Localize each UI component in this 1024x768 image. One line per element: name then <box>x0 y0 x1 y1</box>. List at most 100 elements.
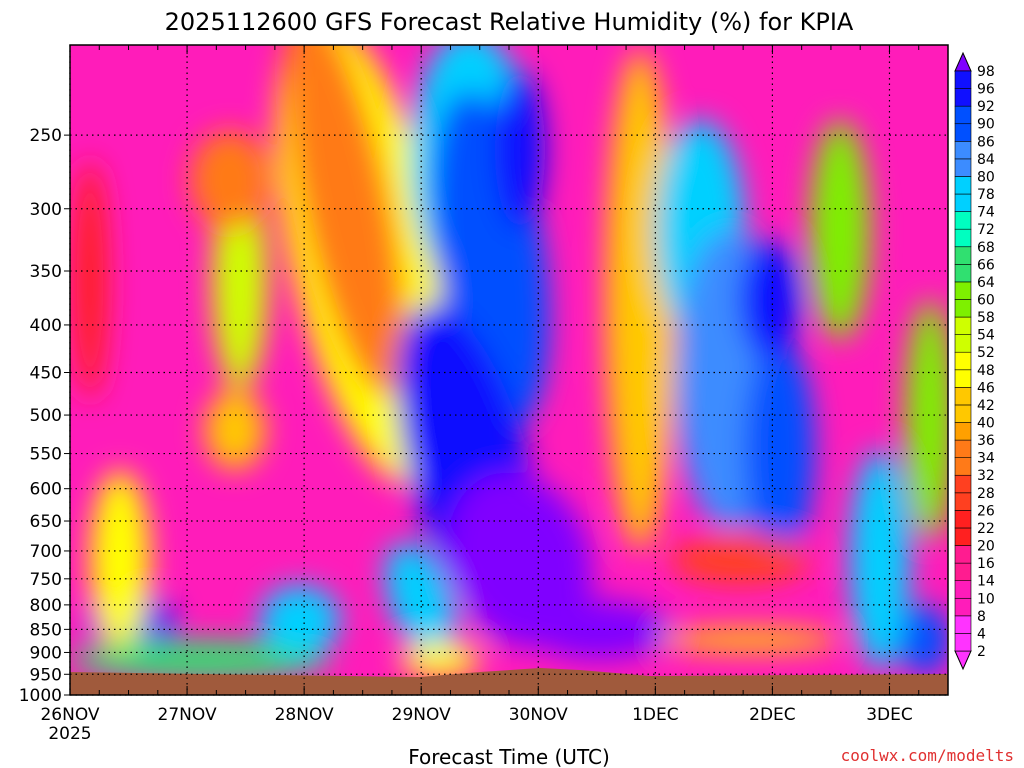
humidity-region <box>745 340 815 560</box>
humidity-region <box>850 450 910 670</box>
humidity-region <box>905 300 948 540</box>
credit-text: coolwx.com/modelts <box>841 746 1014 765</box>
colorbar-segment <box>954 70 972 89</box>
x-tick-label: 3DEC <box>866 705 913 725</box>
y-tick-label: 350 <box>30 262 62 282</box>
x-tick-year: 2025 <box>48 724 91 744</box>
colorbar-tick-label: 22 <box>977 521 995 537</box>
y-tick-label: 650 <box>30 512 62 532</box>
colorbar-tick-label: 54 <box>977 328 995 344</box>
y-tick-label: 450 <box>30 364 62 384</box>
colorbar-tick-label: 72 <box>977 222 995 238</box>
humidity-field <box>70 45 948 680</box>
colorbar-tick-label: 98 <box>977 64 995 80</box>
colorbar-tick-label: 26 <box>977 503 995 519</box>
colorbar-segment <box>954 492 972 511</box>
colorbar-segment <box>954 246 972 265</box>
humidity-region <box>400 642 480 678</box>
humidity-region <box>810 120 870 340</box>
colorbar-min-arrow <box>954 650 972 671</box>
humidity-region <box>605 50 675 550</box>
y-tick-label: 700 <box>30 542 62 562</box>
y-tick-label: 750 <box>30 570 62 590</box>
colorbar-tick-label: 48 <box>977 363 995 379</box>
colorbar-segment <box>954 527 972 546</box>
y-tick-label: 800 <box>30 596 62 616</box>
colorbar-tick-label: 32 <box>977 468 995 484</box>
ground-terrain <box>70 668 948 695</box>
humidity-region <box>660 628 840 652</box>
colorbar-segment <box>954 176 972 195</box>
colorbar-tick-label: 2 <box>977 644 986 660</box>
colorbar-segment <box>954 615 972 634</box>
x-tick-label: 26NOV <box>40 705 99 725</box>
colorbar-segment <box>954 123 972 142</box>
colorbar-segment <box>954 88 972 107</box>
humidity-region <box>190 130 270 230</box>
humidity-region <box>70 640 330 680</box>
colorbar-tick-label: 52 <box>977 345 995 361</box>
colorbar-tick-label: 10 <box>977 591 995 607</box>
colorbar-tick-label: 40 <box>977 416 995 432</box>
x-tick-label: 1DEC <box>632 705 679 725</box>
colorbar-segment <box>954 316 972 335</box>
colorbar-segment <box>954 597 972 617</box>
y-axis: 250 300 350 400 450 500 550 600 650 700 750 800 850 9… <box>19 126 70 706</box>
colorbar-segment <box>954 545 972 564</box>
colorbar-segment <box>954 633 972 652</box>
colorbar-segment <box>954 105 972 125</box>
colorbar-segment <box>954 351 972 371</box>
humidity-region <box>670 535 810 585</box>
x-tick-label: 30NOV <box>509 705 568 725</box>
x-axis-label: Forecast Time (UTC) <box>408 745 610 768</box>
colorbar-segment <box>954 422 972 441</box>
colorbar-tick-label: 46 <box>977 380 995 396</box>
colorbar-tick-label: 80 <box>977 169 995 185</box>
colorbar: 2481014162022262832343640424648525458606… <box>954 51 995 671</box>
colorbar-tick-label: 20 <box>977 539 995 555</box>
colorbar-segment <box>954 562 972 581</box>
colorbar-tick-label: 92 <box>977 99 995 115</box>
x-tick-label: 27NOV <box>158 705 217 725</box>
y-tick-label: 850 <box>30 620 62 640</box>
humidity-region <box>205 390 265 470</box>
colorbar-segment <box>954 387 972 406</box>
colorbar-segment <box>954 158 972 177</box>
humidity-region <box>260 585 340 655</box>
colorbar-tick-label: 36 <box>977 433 995 449</box>
colorbar-segment <box>954 211 972 230</box>
humidity-region <box>530 600 670 660</box>
colorbar-tick-label: 90 <box>977 117 995 133</box>
colorbar-tick-label: 58 <box>977 310 995 326</box>
colorbar-segment <box>954 193 972 212</box>
colorbar-tick-label: 28 <box>977 486 995 502</box>
plot-area <box>70 45 948 695</box>
colorbar-tick-label: 84 <box>977 152 995 168</box>
humidity-region <box>90 470 150 650</box>
colorbar-tick-label: 68 <box>977 240 995 256</box>
x-tick-label: 28NOV <box>275 705 334 725</box>
colorbar-segment <box>954 264 972 283</box>
colorbar-tick-label: 96 <box>977 82 995 98</box>
humidity-region <box>495 70 545 230</box>
colorbar-segment <box>954 580 972 599</box>
humidity-region <box>72 160 108 400</box>
y-tick-label: 250 <box>30 126 62 146</box>
colorbar-tick-label: 16 <box>977 556 995 572</box>
y-tick-label: 300 <box>30 200 62 220</box>
colorbar-tick-label: 74 <box>977 205 995 221</box>
colorbar-tick-label: 86 <box>977 134 995 150</box>
y-tick-label: 900 <box>30 643 62 663</box>
colorbar-max-arrow <box>954 51 972 72</box>
colorbar-segment <box>954 228 972 248</box>
y-tick-label: 1000 <box>19 686 62 706</box>
colorbar-segment <box>954 439 972 458</box>
colorbar-segment <box>954 299 972 318</box>
colorbar-tick-label: 34 <box>977 451 995 467</box>
colorbar-tick-label: 60 <box>977 292 995 308</box>
chart-title: 2025112600 GFS Forecast Relative Humidit… <box>165 8 854 36</box>
x-axis: 26NOV 27NOV 28NOV 29NOV 30NOV 1DEC 2DEC 3DEC 202… <box>40 705 912 744</box>
y-tick-label: 600 <box>30 480 62 500</box>
colorbar-segment <box>954 457 972 476</box>
y-tick-label: 550 <box>30 445 62 465</box>
